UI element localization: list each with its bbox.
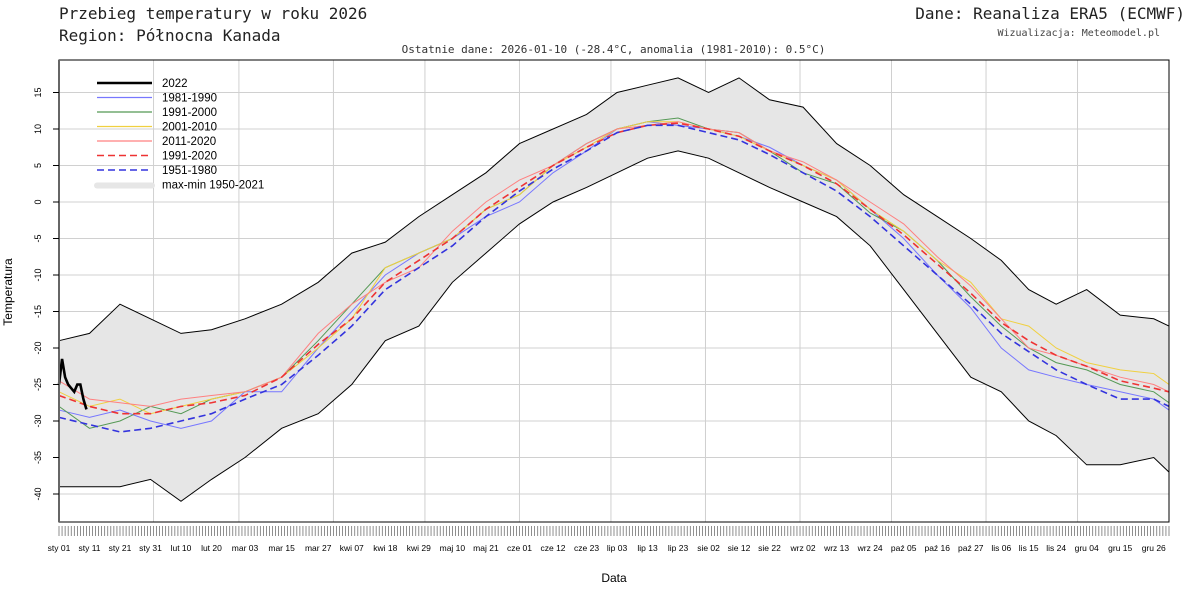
x-tick-label: mar 27 xyxy=(305,543,332,553)
series-line-2022 xyxy=(57,358,88,410)
x-tick-label: paź 27 xyxy=(958,543,984,553)
y-tick-label: -30 xyxy=(33,414,43,427)
x-tick-label: maj 21 xyxy=(473,543,499,553)
x-tick-label: lis 24 xyxy=(1046,543,1066,553)
legend-label: 2001-2010 xyxy=(162,122,217,134)
region-label: Region: Północna Kanada xyxy=(59,26,281,45)
max-min-band xyxy=(59,77,1169,502)
series-line-1951-1980 xyxy=(58,124,1170,433)
y-tick-label: 10 xyxy=(33,124,43,134)
y-tick-label: -15 xyxy=(33,305,43,318)
legend-label: 1951-1980 xyxy=(162,165,217,177)
min-line xyxy=(59,150,1170,502)
x-tick-label: lip 13 xyxy=(637,543,658,553)
x-tick-label: paź 05 xyxy=(891,543,917,553)
x-axis-label: Data xyxy=(601,571,627,585)
x-tick-label: wrz 24 xyxy=(857,543,883,553)
legend-label: 1981-1990 xyxy=(162,93,217,105)
y-tick-label: 5 xyxy=(33,163,43,168)
y-tick-label: -20 xyxy=(33,341,43,354)
x-tick-label: cze 12 xyxy=(540,543,565,553)
x-tick-label: wrz 02 xyxy=(790,543,816,553)
x-tick-label: gru 15 xyxy=(1108,543,1132,553)
y-tick-label: -40 xyxy=(33,487,43,500)
max-line xyxy=(58,77,1170,342)
visualization-credit: Wizualizacja: Meteomodel.pl xyxy=(997,28,1160,39)
x-tick-label: sie 22 xyxy=(758,543,781,553)
x-tick-label: lip 03 xyxy=(607,543,628,553)
legend-label: max-min 1950-2021 xyxy=(162,180,264,192)
x-tick-label: gru 26 xyxy=(1142,543,1166,553)
x-tick-label: sty 01 xyxy=(48,543,71,553)
x-tick-label: kwi 18 xyxy=(373,543,397,553)
y-axis-label: Temperatura xyxy=(1,258,15,326)
y-tick-label: 15 xyxy=(33,87,43,97)
x-tick-label: gru 04 xyxy=(1075,543,1099,553)
x-tick-label: lip 23 xyxy=(668,543,689,553)
x-tick-label: lut 20 xyxy=(201,543,222,553)
legend-label: 2011-2020 xyxy=(162,136,216,148)
series-line-2011-2020 xyxy=(58,121,1170,407)
chart-title: Przebieg temperatury w roku 2026 xyxy=(59,4,368,23)
x-tick-label: sty 11 xyxy=(78,543,100,553)
x-tick-label: paź 16 xyxy=(924,543,950,553)
legend-label: 2022 xyxy=(162,78,188,90)
x-tick-label: kwi 07 xyxy=(340,543,364,553)
x-tick-label: mar 03 xyxy=(232,543,259,553)
x-tick-label: lis 15 xyxy=(1019,543,1039,553)
y-tick-label: -10 xyxy=(33,268,43,281)
legend-label: 1991-2020 xyxy=(162,151,217,163)
x-tick-label: lut 10 xyxy=(171,543,192,553)
x-tick-label: sie 12 xyxy=(728,543,751,553)
data-source: Dane: Reanaliza ERA5 (ECMWF) xyxy=(915,4,1185,23)
x-tick-label: mar 15 xyxy=(268,543,295,553)
x-tick-label: sty 31 xyxy=(139,543,162,553)
y-tick-label: -35 xyxy=(33,451,43,464)
x-tick-label: cze 01 xyxy=(507,543,532,553)
x-tick-label: lis 06 xyxy=(991,543,1011,553)
series-line-1991-2020 xyxy=(58,122,1170,415)
y-tick-label: 0 xyxy=(33,199,43,204)
x-tick-label: cze 23 xyxy=(574,543,599,553)
y-tick-label: -5 xyxy=(33,234,43,242)
last-data-info: Ostatnie dane: 2026-01-10 (-28.4°C, anom… xyxy=(401,43,826,56)
x-tick-label: sie 02 xyxy=(697,543,720,553)
x-tick-label: kwi 29 xyxy=(407,543,431,553)
legend-label: 1991-2000 xyxy=(162,107,217,119)
x-tick-label: sty 21 xyxy=(109,543,132,553)
x-tick-label: wrz 13 xyxy=(823,543,849,553)
x-tick-label: maj 10 xyxy=(440,543,466,553)
series-line-2001-2010 xyxy=(58,121,1170,415)
y-tick-label: -25 xyxy=(33,378,43,391)
